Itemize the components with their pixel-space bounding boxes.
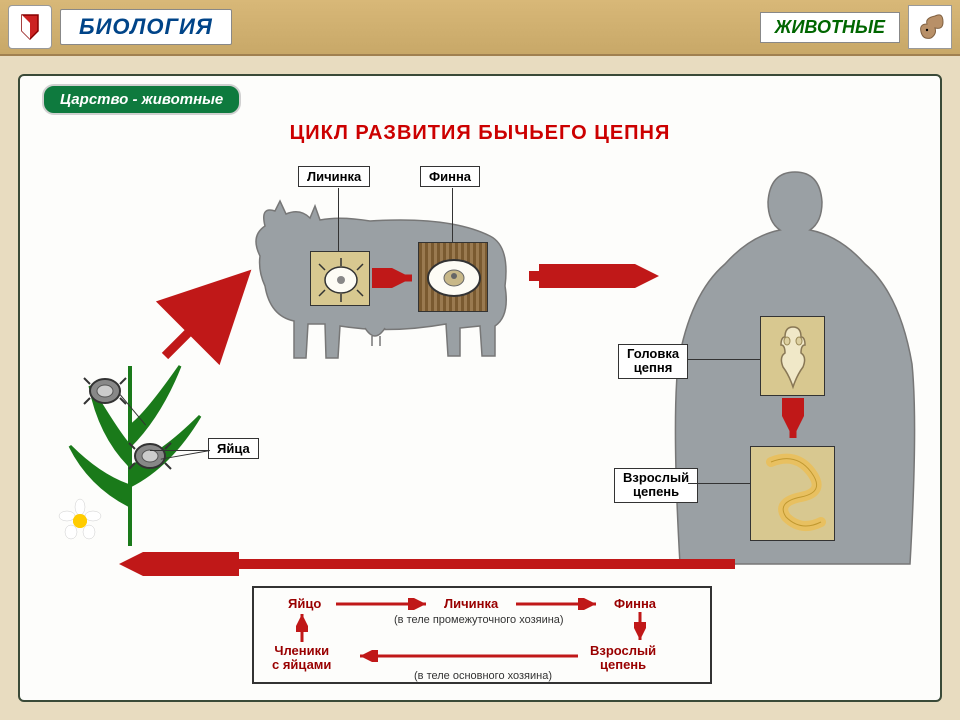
- legend-larva: Личинка: [444, 596, 498, 611]
- label-eggs: Яйца: [208, 438, 259, 459]
- legend-segments: Членики с яйцами: [272, 644, 331, 671]
- legend-intermediate: (в теле промежуточного хозяина): [394, 614, 564, 626]
- arrow-cow-to-human: [525, 264, 665, 288]
- kingdom-badge: Царство - животные: [42, 84, 241, 115]
- squirrel-icon[interactable]: [908, 5, 952, 49]
- arrow-head-to-adult: [782, 398, 804, 448]
- header-bar: БИОЛОГИЯ ЖИВОТНЫЕ: [0, 0, 960, 56]
- legend-definitive: (в теле основного хозяина): [414, 670, 552, 682]
- legend-egg: Яйцо: [288, 596, 321, 611]
- section-label: ЖИВОТНЫЕ: [760, 12, 900, 43]
- app-title: БИОЛОГИЯ: [60, 9, 232, 45]
- larva-frame: [310, 251, 370, 306]
- arrow-larva-to-finna: [372, 268, 422, 288]
- arrow-human-to-plant: [115, 552, 745, 576]
- logo-icon[interactable]: [8, 5, 52, 49]
- head-frame: [760, 316, 825, 396]
- label-adult: Взрослый цепень: [614, 468, 698, 503]
- legend-finna: Финна: [614, 596, 656, 611]
- diagram-panel: Царство - животные ЦИКЛ РАЗВИТИЯ БЫЧЬЕГО…: [18, 74, 942, 702]
- label-head: Головка цепня: [618, 344, 688, 379]
- arrow-plant-to-cow: [155, 261, 265, 371]
- adult-frame: [750, 446, 835, 541]
- diagram-title: ЦИКЛ РАЗВИТИЯ БЫЧЬЕГО ЦЕПНЯ: [20, 122, 940, 145]
- label-larva: Личинка: [298, 166, 370, 187]
- label-finna: Финна: [420, 166, 480, 187]
- legend-box: Яйцо Личинка Финна Членики с яйцами Взро…: [252, 586, 712, 684]
- finna-frame: [418, 242, 488, 312]
- legend-adult: Взрослый цепень: [590, 644, 656, 671]
